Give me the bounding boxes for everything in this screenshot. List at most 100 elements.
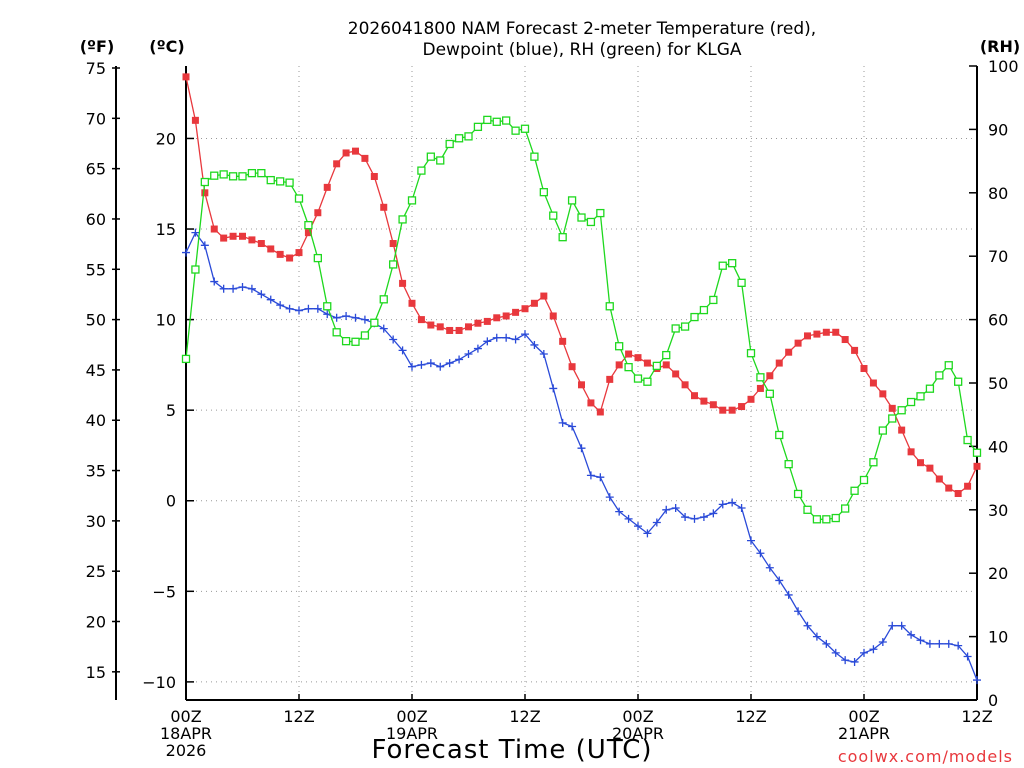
temperature-point — [578, 381, 585, 389]
rh-point — [323, 302, 332, 311]
rh-point — [228, 172, 238, 181]
celsius-tick-label: 15 — [156, 220, 176, 239]
temperature-point — [191, 116, 199, 124]
rh-point — [643, 377, 652, 386]
time-tick-label: 2026 — [166, 741, 207, 760]
temperature-point — [747, 395, 755, 403]
dewpoint-point — [831, 648, 840, 657]
temperature-point — [210, 225, 218, 233]
celsius-tick-label: 0 — [166, 492, 176, 511]
rh-point — [483, 115, 492, 125]
temperature-point — [286, 254, 294, 262]
celsius-axis-unit-label: (ºC) — [149, 37, 184, 56]
rh-point — [294, 194, 304, 203]
temperature-point — [926, 464, 934, 472]
dewpoint-point — [794, 607, 803, 616]
rh-point — [972, 448, 982, 457]
rh-point — [841, 504, 850, 513]
series-rh — [181, 115, 982, 524]
temperature-point — [512, 308, 520, 316]
dewpoint-point — [483, 337, 492, 346]
dewpoint-point — [464, 350, 473, 359]
rh-point — [793, 489, 803, 499]
dewpoint-point — [643, 529, 652, 538]
rh-point — [869, 458, 878, 467]
temperature-point — [587, 399, 595, 407]
dewpoint-point — [615, 507, 624, 516]
temperature-point — [559, 337, 567, 345]
celsius-tick-label: 5 — [166, 401, 176, 420]
temperature-point — [691, 392, 698, 400]
temperature-point — [785, 348, 793, 356]
temperature-point — [728, 406, 736, 414]
dewpoint-point — [426, 359, 435, 368]
temperature-point — [549, 312, 557, 320]
dewpoint-point — [539, 350, 548, 359]
rh-point — [586, 217, 596, 227]
rh-tick-label: 80 — [988, 184, 1008, 203]
dewpoint-line — [185, 231, 978, 681]
temperature-point — [342, 149, 350, 157]
fahrenheit-tick-label: 40 — [86, 411, 106, 430]
rh-point — [454, 134, 464, 143]
temperature-point — [276, 250, 284, 258]
temperature-point — [436, 323, 444, 331]
dewpoint-point — [624, 514, 633, 523]
rh-point — [511, 126, 520, 135]
rh-point — [812, 515, 822, 524]
dewpoint-point — [916, 636, 925, 645]
temperature-point — [257, 240, 265, 248]
dewpoint-point — [210, 277, 219, 286]
dewpoint-point — [398, 346, 407, 355]
fahrenheit-tick-label: 25 — [86, 562, 106, 581]
dewpoint-point — [860, 648, 868, 657]
time-tick-label: 12Z — [735, 707, 766, 726]
rh-point — [276, 177, 285, 186]
temperature-point — [879, 390, 887, 398]
temperature-point — [832, 328, 840, 336]
time-tick-label: 20APR — [612, 724, 664, 743]
celsius-tick-label: 10 — [156, 311, 176, 330]
temperature-point — [483, 317, 491, 325]
fahrenheit-tick-label: 65 — [86, 160, 106, 179]
temperature-point — [248, 236, 256, 244]
dewpoint-point — [568, 422, 577, 431]
temperature-point — [643, 359, 651, 367]
dewpoint-point — [332, 313, 341, 322]
temperature-point — [530, 299, 538, 307]
rh-tick-label: 70 — [988, 247, 1008, 266]
rh-point — [407, 196, 417, 205]
dewpoint-point — [822, 639, 831, 648]
dewpoint-point — [511, 335, 520, 344]
dewpoint-point — [841, 656, 850, 665]
rh-point — [266, 175, 275, 185]
temperature-point — [399, 279, 407, 287]
rh-point — [200, 177, 209, 187]
temperature-point — [794, 339, 802, 347]
fahrenheit-tick-labels: 75 70 65 60 55 50 45 40 35 30 25 20 15 — [86, 59, 120, 682]
fahrenheit-tick-label: 15 — [86, 663, 106, 682]
rh-point — [709, 295, 718, 305]
rh-tick-label: 10 — [988, 628, 1008, 647]
rh-point — [558, 233, 567, 242]
rh-point — [596, 208, 605, 218]
rh-point — [718, 261, 727, 270]
temperature-point — [267, 245, 275, 253]
rh-point — [954, 377, 963, 386]
dewpoint-point — [182, 248, 190, 257]
rh-tick-label: 50 — [988, 374, 1008, 393]
rh-point — [210, 171, 219, 180]
temperature-point — [540, 292, 548, 300]
temperature-point — [239, 232, 246, 240]
temperature-point — [380, 203, 388, 211]
temperature-point — [822, 328, 830, 336]
temperature-point — [474, 319, 482, 327]
rh-point — [831, 513, 840, 523]
temperature-point — [229, 232, 237, 240]
temperature-point — [917, 459, 924, 467]
dewpoint-point — [812, 632, 821, 641]
temperature-point — [568, 363, 576, 371]
fahrenheit-tick-label: 55 — [86, 260, 106, 279]
dewpoint-point — [558, 418, 567, 427]
